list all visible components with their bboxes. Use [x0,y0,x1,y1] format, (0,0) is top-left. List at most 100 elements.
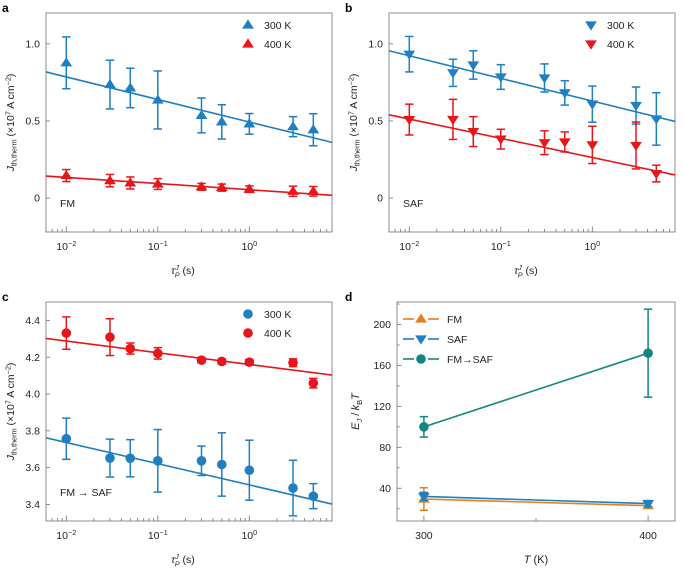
data-point [308,491,319,501]
y-axis-title: Jth,therm (×107 A cm−2) [3,74,18,173]
data-point [153,348,163,359]
data-point [418,492,430,503]
data-point [287,121,299,131]
data-point [558,138,571,148]
x-tick-label: 10−2 [399,239,419,253]
data-point [403,50,416,60]
data-point [288,483,298,493]
series-300-k [388,35,676,146]
fit-line [45,71,333,144]
panel-d: d 40 80 120 160 200 300 400 FM SAF FM→SAF EJ / kBT… [343,289,685,578]
data-point [215,182,228,192]
legend-marker [415,335,427,345]
y-tick-label: 3.6 [25,462,40,474]
fit-line [45,175,333,197]
data-point [243,183,256,193]
panel-d-letter: d [345,290,353,304]
data-point [538,139,551,149]
x-tick-label: 10−1 [148,528,168,542]
legend-label: 300 K [264,309,291,321]
data-point [307,185,320,195]
series-400-k [45,168,333,198]
data-point [195,109,208,120]
series-400-k [388,98,676,183]
y-tick-label: 3.8 [25,425,40,437]
x-tick-label: 10−2 [56,239,76,253]
y-axis-title: Jth,therm (×107 A cm−2) [346,74,361,173]
plot-frame [396,301,676,522]
legend: 300 K 400 K [242,19,291,51]
x-tick-label: 10−2 [56,528,76,542]
data-point [467,127,480,138]
legend-label: 400 K [264,328,291,340]
x-axis-title: τJ P (s) [171,552,195,568]
panel-b-letter: b [345,1,353,15]
series-400-k [45,316,333,389]
data-point [403,115,416,126]
y-axis-ticks: 3.4 3.6 3.8 4.0 4.2 4.4 [25,315,50,511]
x-axis-title: T (K) [524,554,548,566]
y-tick-label: 1.0 [25,38,40,50]
y-axis-title: EJ / kBT [350,392,364,430]
x-tick-label: 100 [241,528,257,542]
y-tick-label: 0 [377,193,383,205]
svg-text:Jth,therm (×107 A cm−2): Jth,therm (×107 A cm−2) [346,74,361,173]
data-point [125,453,136,464]
x-axis-title: τJ P (s) [514,263,538,279]
x-tick-label: 300 [415,530,433,542]
y-tick-label: 0 [34,193,40,205]
series-fm-saf [419,308,653,438]
y-tick-label: 40 [379,483,391,495]
legend-marker [585,21,597,31]
panel-inner-label: SAF [403,198,423,210]
series-300-k [45,36,333,147]
plot-frame [388,12,676,233]
legend-marker [585,40,597,50]
legend-label: SAF [447,334,467,346]
data-point [650,169,663,180]
y-axis-ticks: 0 0.5 1.0 [25,38,50,205]
data-point [105,453,115,463]
data-point [287,185,299,195]
data-point [124,177,137,187]
svg-text:Jth,therm (×107 A cm−2): Jth,therm (×107 A cm−2) [3,74,18,173]
y-axis-title: Jth,therm (×107 A cm−2) [3,363,18,462]
panel-c-letter: c [2,290,9,304]
legend-label: 400 K [264,39,291,51]
data-point [308,378,319,388]
x-axis-ticks [45,515,333,521]
data-point [288,357,298,368]
legend: 300 K 400 K [243,309,291,340]
legend-label: 300 K [264,20,291,32]
legend-marker [243,309,253,319]
data-point [419,422,429,432]
x-tick-label: 10−1 [148,239,168,253]
data-point [60,57,73,67]
y-tick-label: 0.5 [25,116,40,128]
data-point [153,456,163,466]
data-point [215,116,228,126]
legend-label: 400 K [607,39,634,51]
data-point [216,459,227,470]
y-tick-label: 200 [373,319,391,331]
data-point [244,357,255,367]
y-tick-label: 4.2 [25,352,40,364]
legend-marker [416,354,426,364]
data-point [196,456,207,466]
data-point [630,141,642,152]
data-point [642,500,654,510]
data-point [586,141,599,151]
data-point [244,465,255,476]
data-point [61,328,72,338]
series-line [423,352,649,428]
legend-marker [242,19,254,29]
x-tick-label: 100 [584,239,600,253]
data-point [558,89,571,99]
data-point [61,433,72,444]
data-point [586,100,599,110]
y-tick-label: 80 [379,442,391,454]
x-tick-label: 400 [639,530,657,542]
data-point [643,348,653,358]
data-point [104,78,116,89]
